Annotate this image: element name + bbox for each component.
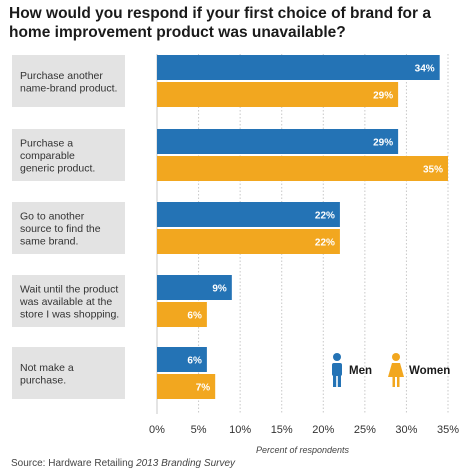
men-value-label: 29% [373,138,393,149]
legend-label-men: Men [349,365,372,377]
category-label: purchase. [20,374,66,386]
women-value-label: 29% [373,91,393,102]
category-label: name-brand product. [20,82,117,94]
category-label: comparable [20,150,75,162]
category-box [12,202,125,254]
x-tick-label: 5% [191,424,207,436]
legend-label-women: Women [409,365,450,377]
men-bar [157,129,399,154]
men-value-label: 9% [212,284,227,295]
category-label: Not make a [20,362,74,374]
x-tick-label: 35% [437,424,459,436]
x-tick-label: 25% [354,424,376,436]
men-value-label: 6% [187,356,202,367]
women-bar [157,82,399,107]
chart-title-line-1: How would you respond if your first choi… [9,5,431,22]
men-value-label: 22% [315,211,335,222]
chart-title-line-2: home improvement product was unavailable… [9,24,346,41]
category-label: generic product. [20,163,95,175]
x-tick-label: 0% [149,424,165,436]
category-box [12,129,125,181]
category-label: Purchase a [20,138,73,150]
category-label: Go to another [20,211,85,223]
men-bar [157,55,440,80]
women-bar [157,229,340,254]
category-label: was available at the [19,296,112,308]
women-value-label: 6% [187,311,202,322]
men-bar [157,347,207,372]
x-tick-label: 30% [395,424,417,436]
women-value-label: 7% [196,383,211,394]
source-prefix: Source: Hardware Retailing [11,458,137,469]
women-bar [157,302,207,327]
person-female-icon [388,353,404,387]
men-value-label: 34% [415,64,435,75]
category-label: Purchase another [20,70,103,82]
category-label: Wait until the product [20,284,118,296]
x-axis-title: Percent of respondents [256,445,350,455]
men-bar [157,275,232,300]
source-survey-name: 2013 Branding Survey [136,458,236,469]
person-male-icon [332,353,342,387]
category-label: source to find the [20,223,101,235]
x-tick-label: 20% [312,424,334,436]
women-value-label: 22% [315,238,335,249]
women-value-label: 35% [423,165,443,176]
source-note: Source: Hardware Retailing 2013 Branding… [11,458,235,469]
category-label: same brand. [20,236,78,248]
category-box [12,275,125,327]
x-tick-label: 10% [229,424,251,436]
chart-title: How would you respond if your first choi… [9,4,469,42]
women-bar [157,156,448,181]
x-tick-label: 15% [271,424,293,436]
category-label: store I was shopping. [20,309,119,321]
category-box [12,347,125,399]
women-bar [157,374,216,399]
category-box [12,55,125,107]
men-bar [157,202,340,227]
